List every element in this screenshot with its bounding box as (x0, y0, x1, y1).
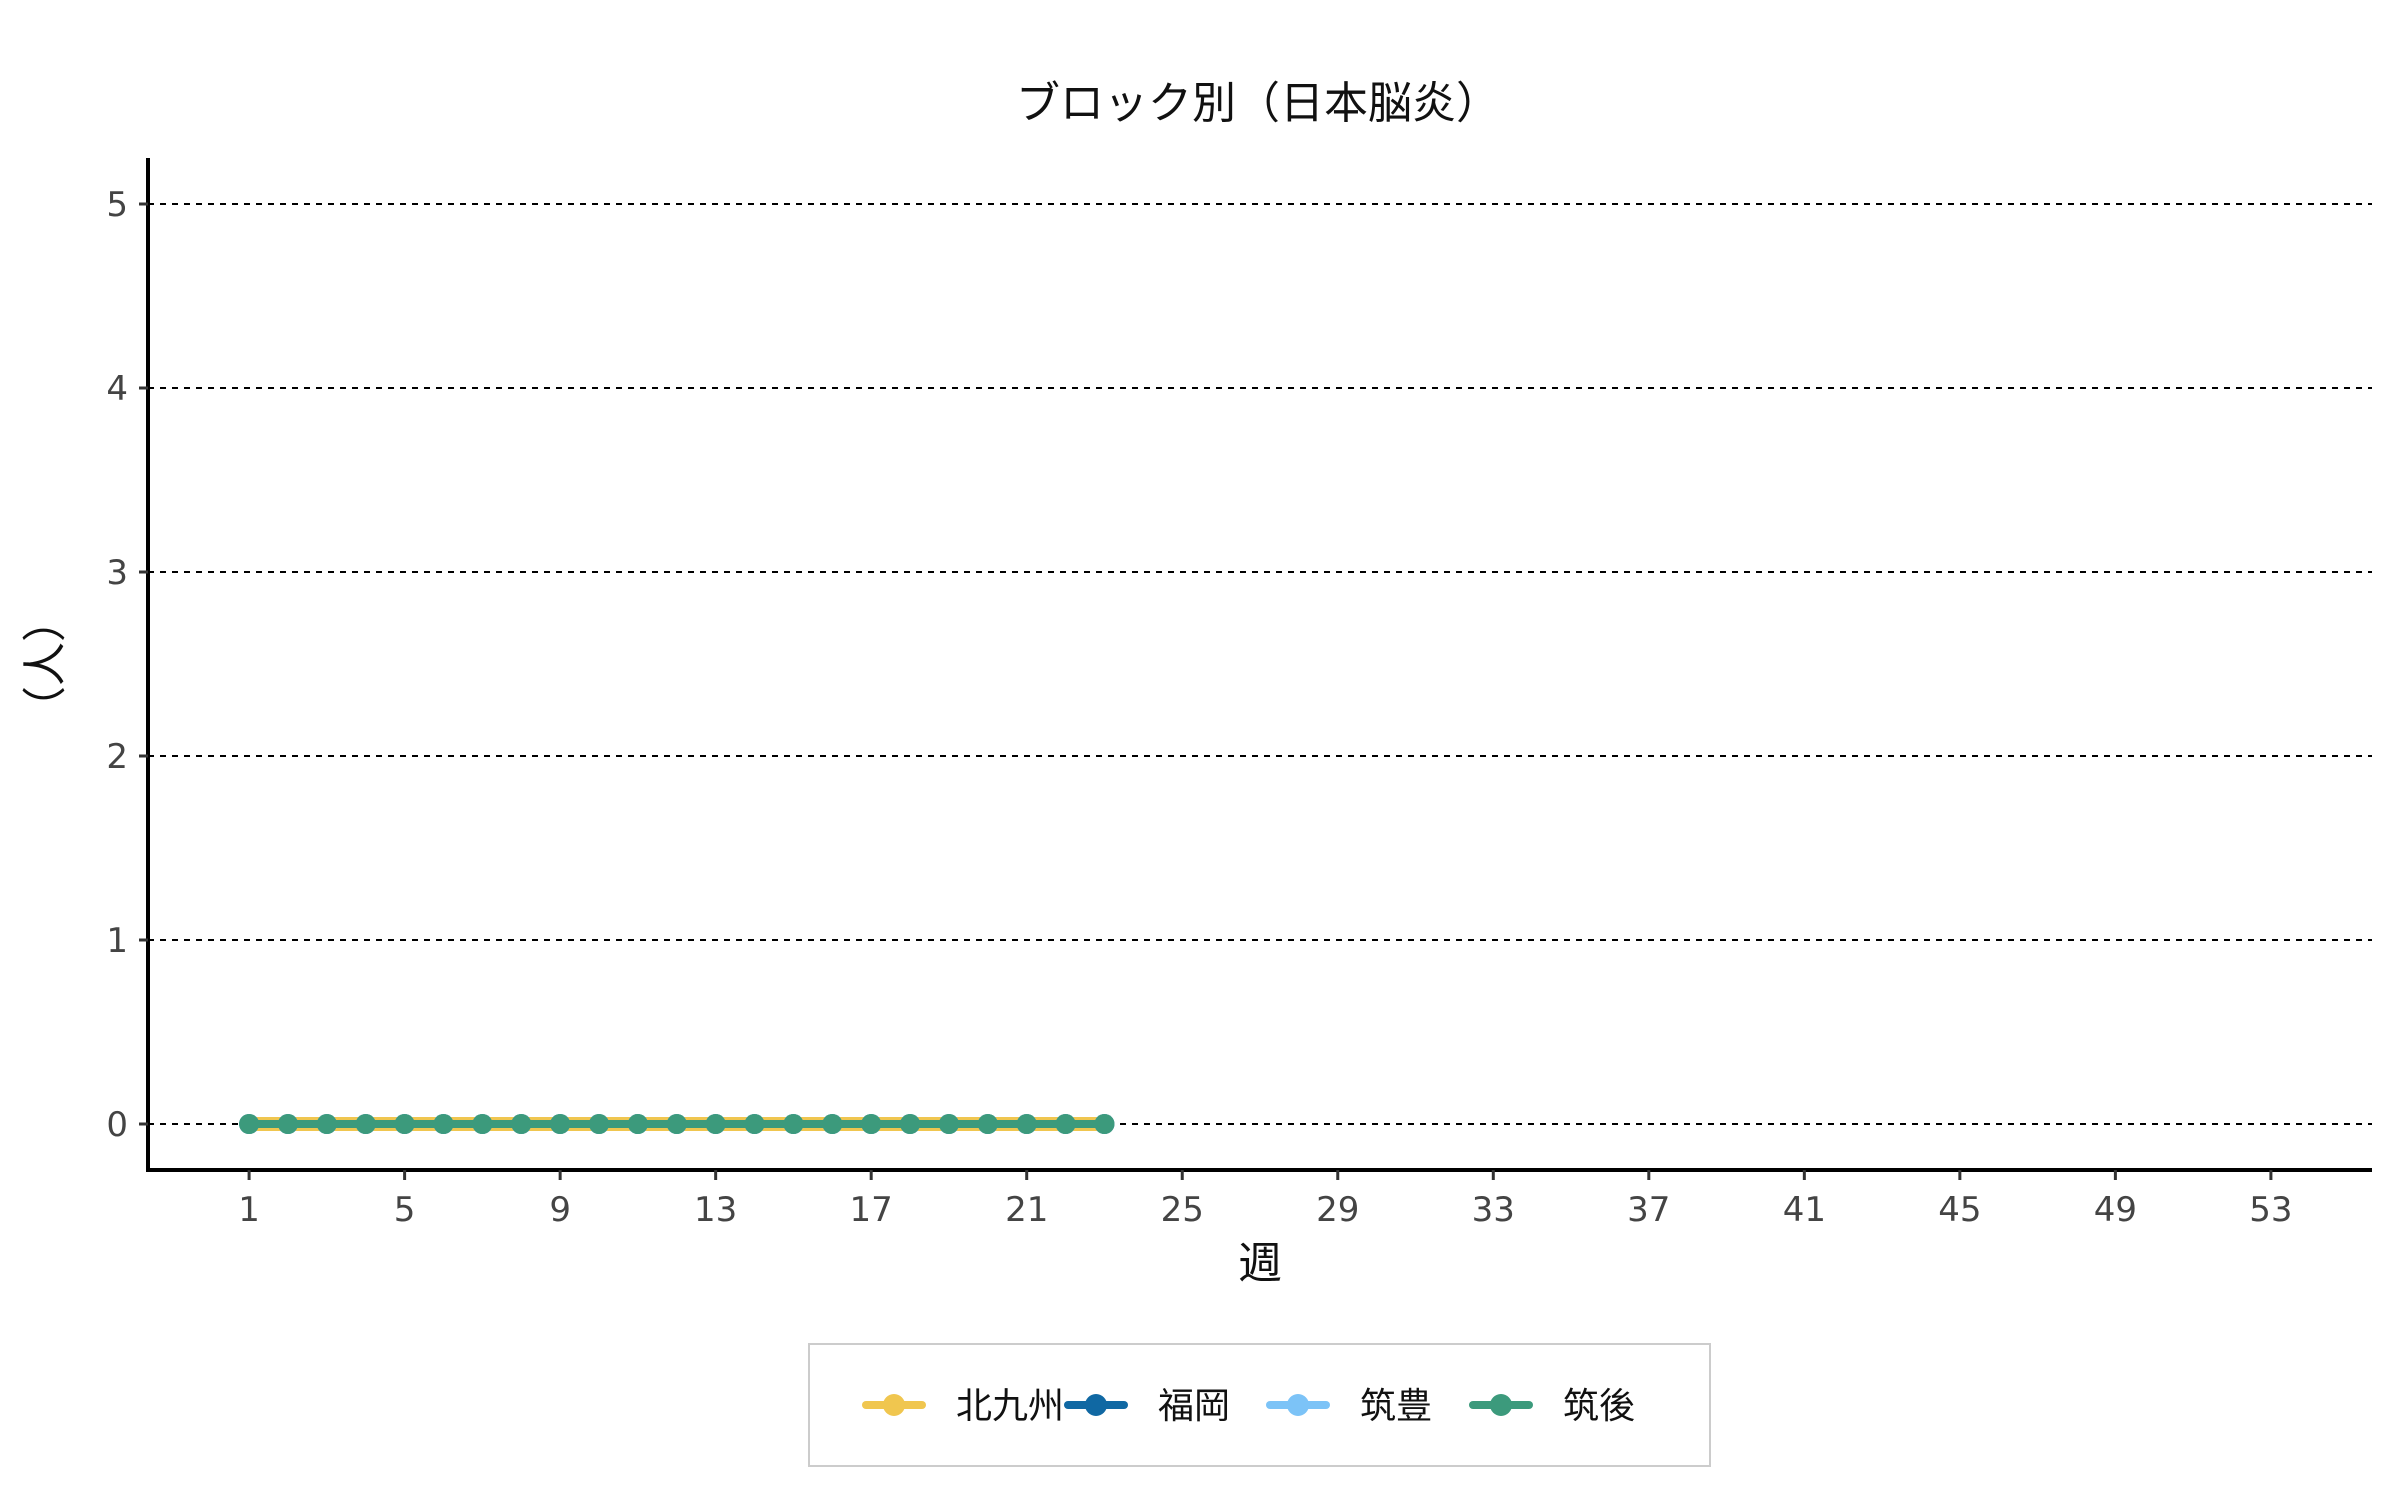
x-tick-label: 49 (2094, 1190, 2137, 1230)
x-tick-label: 5 (394, 1190, 416, 1230)
data-point (861, 1114, 882, 1134)
legend-label: 筑豊 (1360, 1386, 1432, 1427)
x-tick-label: 25 (1161, 1190, 1204, 1230)
legend-label: 福岡 (1158, 1386, 1230, 1427)
data-point (1055, 1114, 1076, 1134)
x-axis-ticks: 1 5 9 13 17 21 25 29 33 37 41 45 49 53 (238, 1170, 2293, 1230)
legend-swatch-marker (1287, 1394, 1309, 1416)
data-point (316, 1114, 337, 1134)
x-tick-label: 21 (1005, 1190, 1048, 1230)
legend-swatch-marker (1490, 1394, 1512, 1416)
x-tick-label: 9 (549, 1190, 571, 1230)
legend: 北九州 福岡 筑豊 筑後 (808, 1343, 1711, 1467)
y-tick-label: 5 (106, 185, 128, 225)
data-point (472, 1114, 493, 1134)
legend-label: 北九州 (956, 1386, 1064, 1427)
y-tick-label: 4 (106, 369, 128, 409)
legend-item: 北九州 (862, 1386, 1064, 1427)
x-tick-label: 17 (850, 1190, 893, 1230)
x-tick-label: 37 (1627, 1190, 1670, 1230)
x-tick-label: 41 (1783, 1190, 1826, 1230)
legend-box (808, 1343, 1711, 1467)
legend-swatch-marker (883, 1394, 905, 1416)
grid-lines (148, 203, 2372, 1125)
data-point (822, 1114, 843, 1134)
legend-label: 筑後 (1563, 1386, 1635, 1427)
x-axis-title: 週 (1238, 1238, 1282, 1289)
x-tick-label: 33 (1472, 1190, 1515, 1230)
data-point (355, 1114, 376, 1134)
data-point (705, 1114, 726, 1134)
y-axis-title: （人） (20, 598, 71, 730)
data-point (744, 1114, 765, 1134)
legend-swatch-marker (1085, 1394, 1107, 1416)
legend-item: 福岡 (1064, 1386, 1230, 1427)
y-tick-label: 1 (106, 921, 128, 961)
data-point (433, 1114, 454, 1134)
data-point (977, 1114, 998, 1134)
chart-title: ブロック別（日本脳炎） (1016, 78, 1500, 129)
legend-items: 北九州 福岡 筑豊 筑後 (862, 1386, 1635, 1427)
plot-area (239, 1114, 1115, 1134)
y-tick-label: 0 (106, 1105, 128, 1145)
data-point (627, 1114, 648, 1134)
data-point (1094, 1114, 1115, 1134)
x-tick-label: 29 (1316, 1190, 1359, 1230)
data-point (900, 1114, 921, 1134)
legend-item: 筑後 (1469, 1386, 1635, 1427)
x-tick-label: 45 (1938, 1190, 1981, 1230)
data-point (666, 1114, 687, 1134)
data-point (394, 1114, 415, 1134)
y-tick-label: 3 (106, 553, 128, 593)
series-3 (239, 1114, 1115, 1134)
data-point (277, 1114, 298, 1134)
data-point (1016, 1114, 1037, 1134)
y-tick-label: 2 (106, 737, 128, 777)
data-point (783, 1114, 804, 1134)
x-tick-label: 13 (694, 1190, 737, 1230)
data-point (239, 1114, 260, 1134)
x-tick-label: 53 (2249, 1190, 2292, 1230)
data-point (938, 1114, 959, 1134)
data-point (550, 1114, 571, 1134)
y-axis-ticks: 0 1 2 3 4 5 (106, 185, 148, 1145)
legend-item: 筑豊 (1266, 1386, 1432, 1427)
x-tick-label: 1 (238, 1190, 260, 1230)
data-point (589, 1114, 610, 1134)
data-point (511, 1114, 532, 1134)
